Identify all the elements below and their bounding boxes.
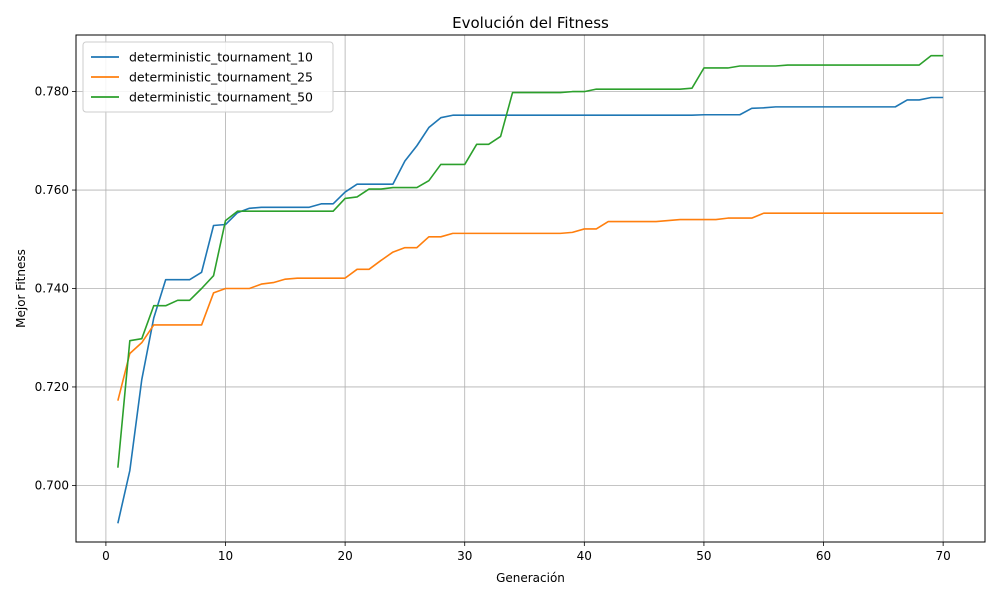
x-tick-label: 0	[102, 549, 110, 563]
y-axis-label: Mejor Fitness	[14, 249, 28, 328]
axis-ticks: 0 10 20 30 40 50 60 70 0.700 0.720 0.740 0.760 0.780	[35, 85, 951, 563]
y-tick-label: 0.700	[35, 478, 69, 492]
x-tick-label: 20	[337, 549, 352, 563]
x-tick-label: 10	[218, 549, 233, 563]
legend-entry: deterministic_tournament_50	[129, 90, 313, 105]
legend-entry: deterministic_tournament_25	[129, 70, 313, 85]
y-tick-label: 0.760	[35, 183, 69, 197]
x-tick-label: 40	[577, 549, 592, 563]
legend: deterministic_tournament_10 deterministic…	[82, 41, 334, 113]
series-lines	[117, 54, 944, 524]
x-tick-label: 30	[457, 549, 472, 563]
x-axis-label: Generación	[496, 571, 565, 585]
series-line-deterministic-tournament-50	[117, 54, 944, 468]
legend-box	[82, 41, 334, 113]
y-tick-label: 0.740	[35, 282, 69, 296]
series-line-deterministic-tournament-10	[117, 96, 944, 524]
x-tick-label: 60	[816, 549, 831, 563]
y-tick-label: 0.720	[35, 380, 69, 394]
x-tick-label: 50	[696, 549, 711, 563]
chart-title: Evolución del Fitness	[452, 14, 609, 32]
y-tick-label: 0.780	[35, 85, 69, 99]
series-line-deterministic-tournament-25	[117, 212, 944, 401]
legend-entry: deterministic_tournament_10	[129, 50, 313, 65]
x-tick-label: 70	[935, 549, 950, 563]
